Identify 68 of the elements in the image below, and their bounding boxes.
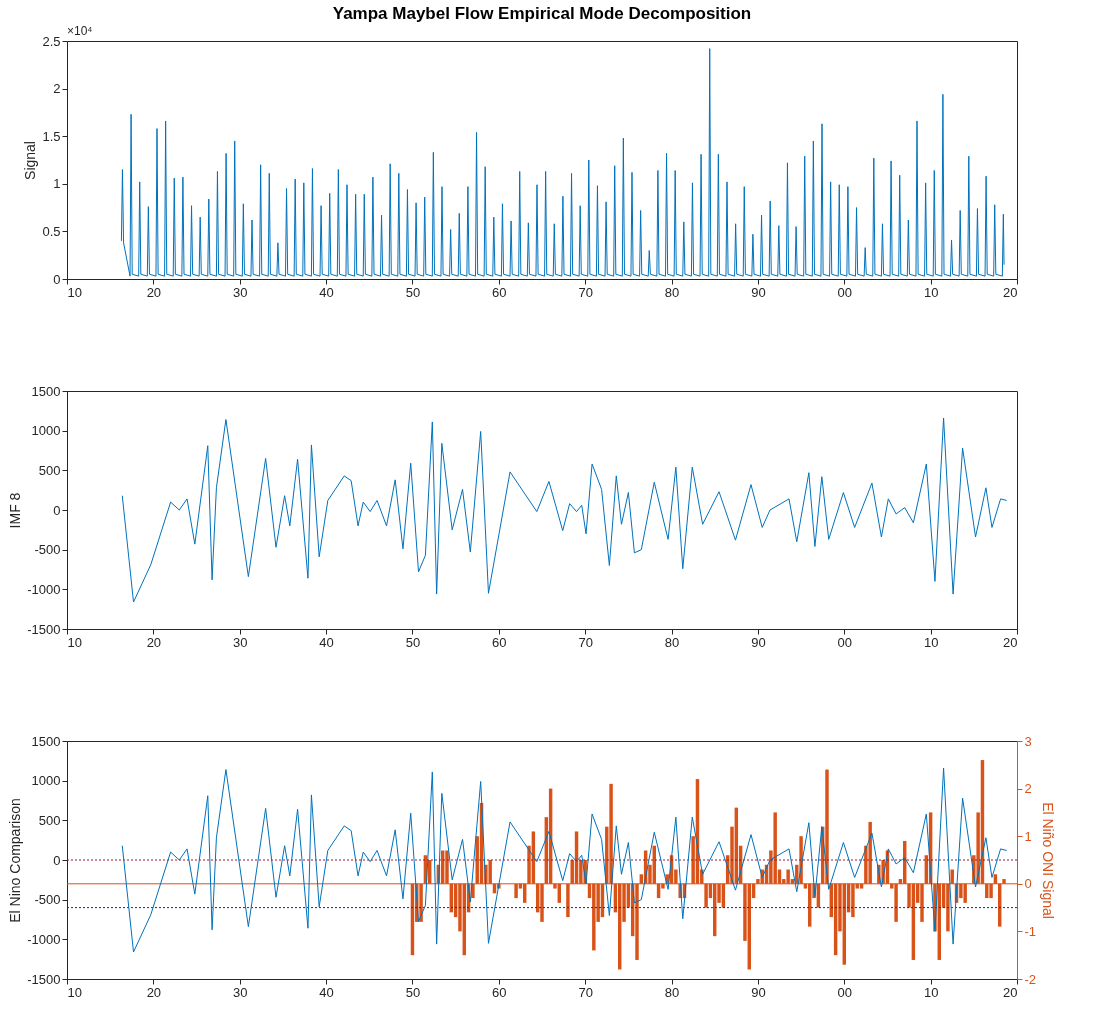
x-tick-label: 00 [837,284,853,300]
x-tick-label: 20 [1003,984,1018,1000]
x-tick-label: 10 [67,984,82,1000]
y-tick-label: 500 [38,812,61,828]
y2-tick-label: -2 [1024,971,1037,987]
x-tick-label: 70 [578,984,593,1000]
y-tick-label: -500 [34,892,61,908]
x-tick-label: 80 [664,984,680,1000]
x-tick-label: 50 [405,634,421,650]
y-tick-label: 2.5 [42,33,61,49]
x-tick-label: 30 [232,634,248,650]
x-tick-label: 90 [751,984,766,1000]
x-tick-label: 20 [1003,284,1018,300]
x-tick-label: 60 [492,984,507,1000]
x-tick-label: 20 [146,984,162,1000]
y2-axis-title: El Niño ONI Signal [1040,802,1057,919]
x-tick-label: 20 [146,634,162,650]
x-tick-label: 40 [319,984,334,1000]
x-tick-label: 10 [923,984,939,1000]
y-axis-title: IMF 8 [7,492,24,529]
y2-tick-label: 3 [1024,733,1032,749]
y-tick-label: -1000 [27,931,61,947]
x-tick-label: 60 [492,284,507,300]
y-tick-label: 0.5 [42,223,61,239]
y-tick-label: 500 [38,462,61,478]
x-tick-label: 70 [578,284,593,300]
x-tick-label: 90 [751,634,766,650]
x-tick-label: 10 [67,634,82,650]
y2-tick-label: 2 [1024,781,1032,797]
x-tick-label: 00 [837,634,853,650]
y-tick-label: -500 [34,542,61,558]
x-tick-label: 60 [492,634,507,650]
y-tick-label: 0 [53,271,61,287]
y-tick-label: 0 [53,852,61,868]
y-tick-label: 2 [53,81,61,97]
x-tick-label: 10 [923,634,939,650]
y-tick-label: -1500 [27,971,61,987]
y-tick-label: 1500 [31,383,61,399]
y-tick-label: 0 [53,502,61,518]
y-tick-label: -1500 [27,621,61,637]
x-tick-label: 00 [837,984,853,1000]
x-tick-label: 10 [923,284,939,300]
x-tick-label: 20 [146,284,162,300]
x-tick-label: 20 [1003,634,1018,650]
x-tick-label: 80 [664,634,680,650]
y-axis-title: El Nino Comparison [7,798,24,923]
y-tick-label: 1.5 [42,128,61,144]
chart-title: Yampa Maybel Flow Empirical Mode Decomposition [332,4,752,23]
y2-tick-label: -1 [1024,923,1037,939]
y2-tick-label: 0 [1024,876,1032,892]
x-tick-label: 50 [405,984,421,1000]
y-tick-label: 1000 [31,773,61,789]
x-tick-label: 30 [232,984,248,1000]
x-tick-label: 70 [578,634,593,650]
x-tick-label: 10 [67,284,82,300]
x-tick-label: 40 [319,284,334,300]
x-tick-label: 40 [319,634,334,650]
y-tick-label: 1500 [31,733,61,749]
x-tick-label: 30 [232,284,248,300]
x-tick-label: 80 [664,284,680,300]
y-axis-title: Signal [22,141,39,180]
text: ×10⁴ [67,24,93,38]
x-tick-label: 50 [405,284,421,300]
y-tick-label: -1000 [27,581,61,597]
y-tick-label: 1000 [31,423,61,439]
y2-tick-label: 1 [1024,828,1032,844]
y-tick-label: 1 [53,176,61,192]
x-tick-label: 90 [751,284,766,300]
